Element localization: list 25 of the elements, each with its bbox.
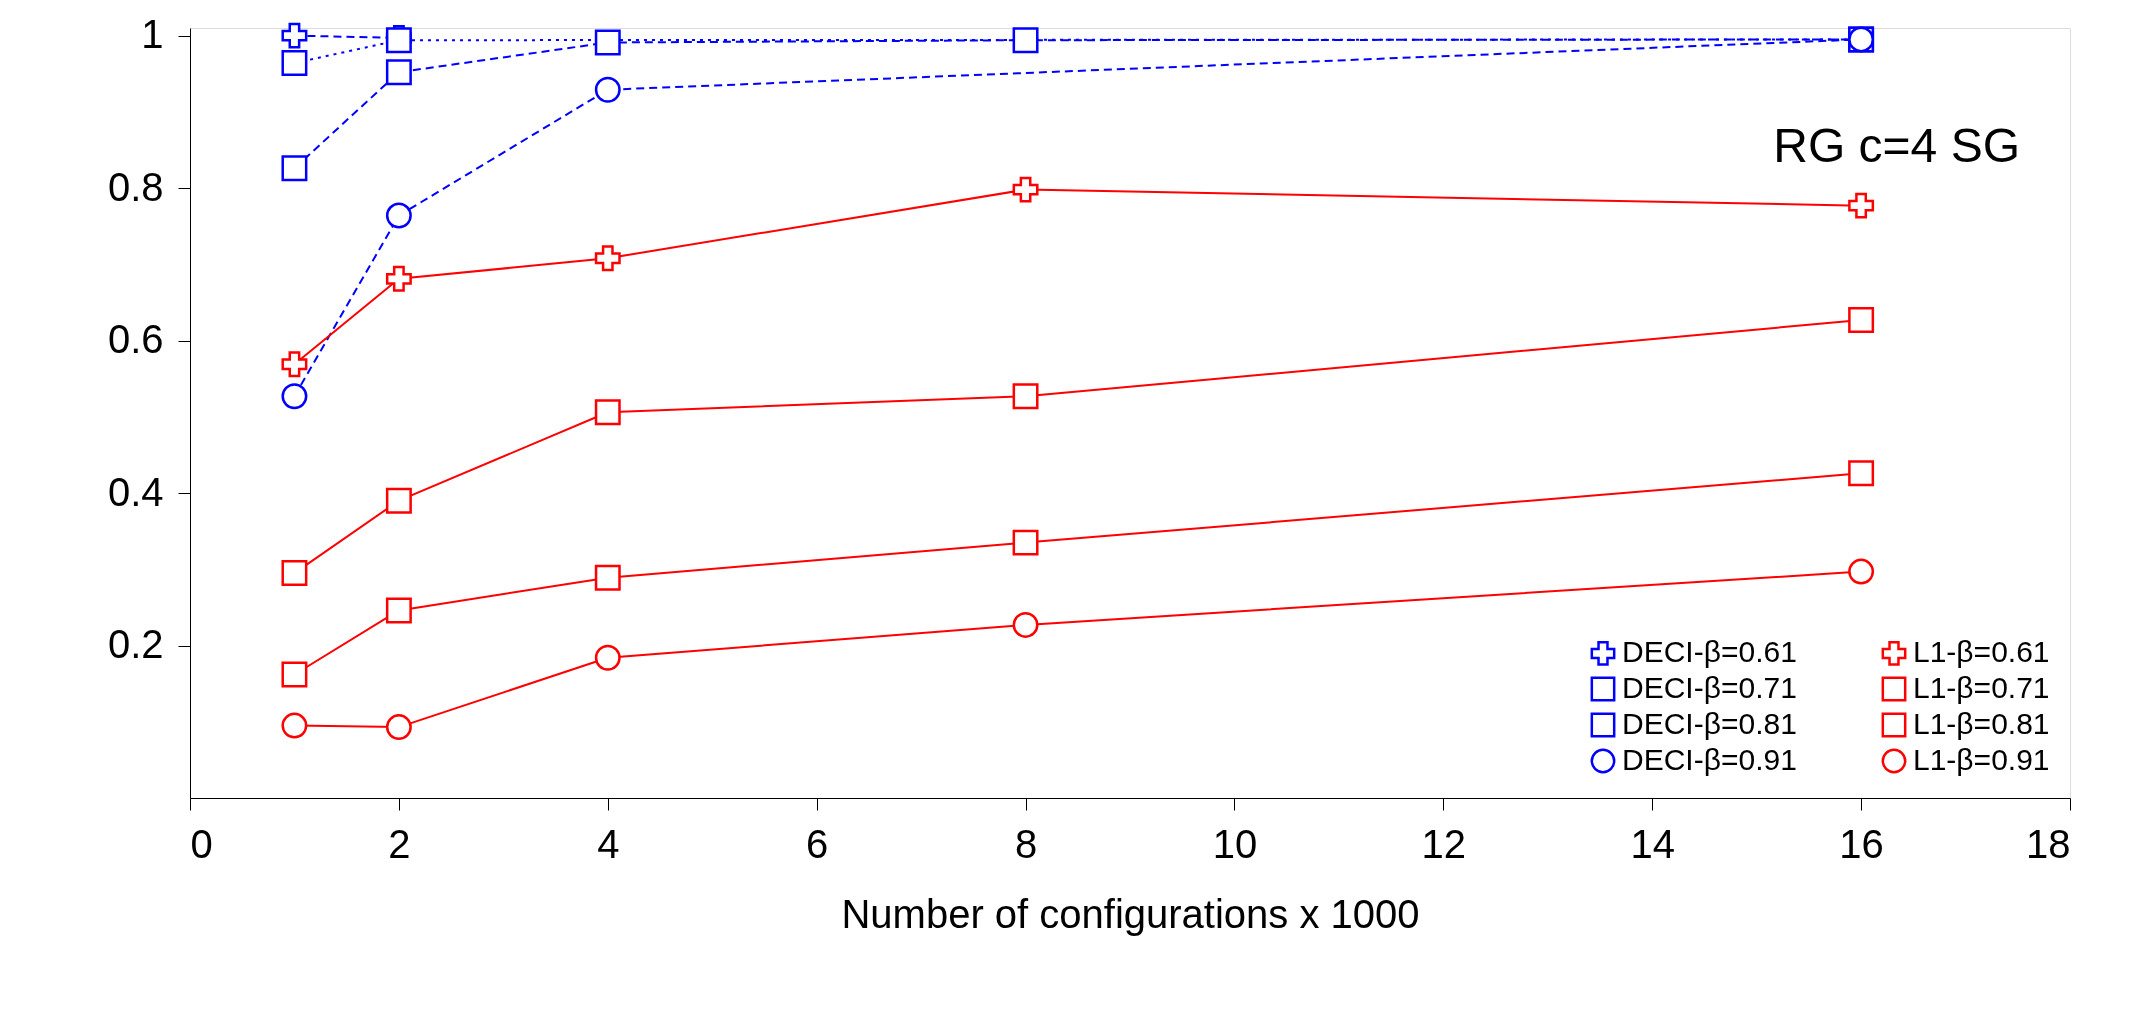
y-tick-label: 0.2 [107,622,164,667]
x-tick-label: 14 [1630,821,1675,866]
legend-label: DECI-β=0.81 [1622,707,1797,740]
x-tick-label: 4 [597,821,620,866]
x-axis-title: Number of configurations x 1000 [841,891,1420,936]
annotation: RG c=4 SG [1773,119,2020,172]
legend-label: L1-β=0.81 [1913,707,2050,740]
y-tick-label: 0.4 [107,469,164,514]
x-tick-label: 10 [1212,821,1258,866]
x-tick-label: 2 [388,821,411,866]
x-tick-label: 12 [1421,821,1467,866]
y-tick-label: 0.6 [107,317,164,362]
x-tick-label: 0 [190,821,213,866]
legend-label: L1-β=0.71 [1913,671,2050,704]
y-tick-label: 0.8 [107,164,164,209]
y-tick-label: 1 [141,12,164,57]
legend-label: DECI-β=0.91 [1622,743,1797,776]
x-tick-label: 8 [1014,821,1038,866]
legend-label: L1-β=0.61 [1913,635,2050,669]
legend-label: DECI-β=0.71 [1622,671,1797,704]
legend-label: L1-β=0.91 [1913,743,2050,776]
x-tick-label: 6 [806,821,829,866]
legend-label: DECI-β=0.61 [1622,635,1797,669]
x-tick-label: 18 [2026,821,2071,866]
x-tick-label: 16 [1839,821,1884,866]
